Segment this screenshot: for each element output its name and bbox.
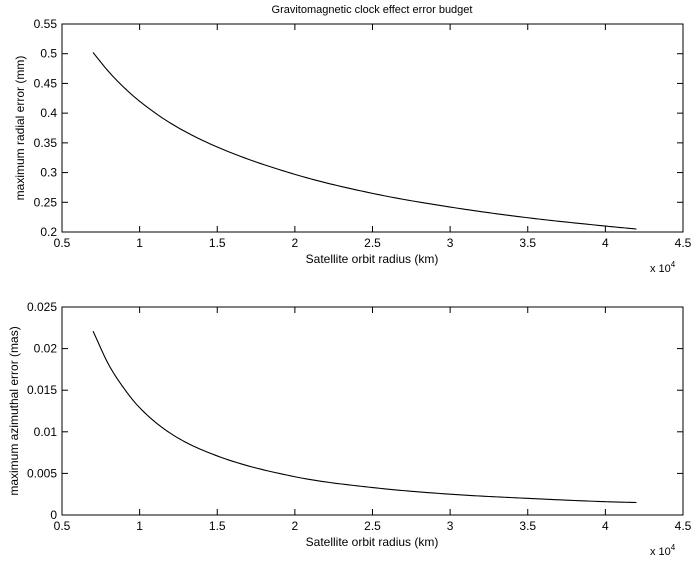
x-tick-label: 1.5 [209, 236, 226, 250]
y-tick-label: 0.025 [27, 300, 57, 314]
y-tick-label: 0.5 [40, 47, 57, 61]
x-exponent-base: x 10 [650, 263, 671, 275]
y-tick-label: 0.005 [27, 466, 57, 480]
series-line [92, 330, 637, 504]
x-tick-label: 3 [447, 236, 454, 250]
x-exponent-base: x 10 [650, 546, 671, 558]
y-tick-labels: 0 0.005 0.01 0.015 0.02 0.025 [27, 300, 57, 522]
x-axis-label: Satellite orbit radius (km) [306, 252, 439, 266]
x-tick-label: 1 [136, 519, 143, 533]
x-exponent-power: 4 [671, 260, 676, 269]
y-tick-label: 0.35 [34, 136, 58, 150]
series-line [92, 52, 637, 230]
x-tick-label: 3.5 [519, 519, 536, 533]
y-tick-label: 0.2 [40, 225, 57, 239]
x-tick-label: 4 [602, 236, 609, 250]
y-axis-label: maximum radial error (mm) [13, 56, 27, 201]
x-tick-label: 3.5 [519, 236, 536, 250]
x-tick-label: 0.5 [54, 236, 71, 250]
y-tick-label: 0.3 [40, 166, 57, 180]
y-tick-label: 0.01 [34, 425, 58, 439]
axis-ticks [61, 306, 684, 516]
y-axis-label: maximum azimuthal error (mas) [7, 326, 21, 495]
x-exponent-power: 4 [671, 543, 676, 552]
x-tick-label: 1.5 [209, 519, 226, 533]
x-tick-labels: 0.5 1 1.5 2 2.5 3 3.5 4 4.5 [54, 519, 692, 533]
x-tick-label: 2 [292, 519, 299, 533]
x-tick-label: 4.5 [675, 236, 692, 250]
x-tick-label: 4.5 [675, 519, 692, 533]
azimuthal-error-chart: 0.5 1 1.5 2 2.5 3 3.5 4 4.5 00.0050.010.0150.020… [7, 300, 692, 558]
x-tick-labels: 0.5 1 1.5 2 2.5 3 3.5 4 4.5 [54, 236, 692, 250]
radial-error-chart: Gravitomagnetic clock effect error budge… [13, 4, 692, 275]
x-tick-label: 4 [602, 519, 609, 533]
y-tick-label: 0.45 [34, 76, 58, 90]
plot-frame [61, 23, 684, 233]
chart-title: Gravitomagnetic clock effect error budge… [272, 4, 473, 16]
y-tick-label: 0.55 [34, 17, 58, 31]
x-axis-label: Satellite orbit radius (km) [306, 535, 439, 549]
axis-ticks [61, 23, 684, 233]
x-exponent-label: x 104 [650, 543, 676, 558]
x-tick-label: 2.5 [364, 236, 381, 250]
y-tick-labels: 0.2 0.25 0.3 0.35 0.4 0.45 0.5 0.55 [34, 17, 58, 239]
x-exponent-label: x 104 [650, 260, 676, 275]
x-tick-label: 1 [136, 236, 143, 250]
y-tick-label: 0 [50, 508, 57, 522]
y-tick-label: 0.015 [27, 383, 57, 397]
x-tick-label: 2.5 [364, 519, 381, 533]
y-tick-label: 0.4 [40, 106, 57, 120]
y-tick-label: 0.25 [34, 195, 58, 209]
plot-frame [61, 306, 684, 516]
x-tick-label: 3 [447, 519, 454, 533]
x-tick-label: 2 [292, 236, 299, 250]
y-tick-label: 0.02 [34, 342, 58, 356]
x-tick-label: 0.5 [54, 519, 71, 533]
